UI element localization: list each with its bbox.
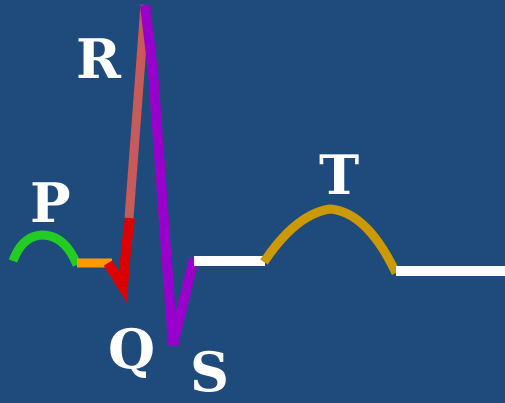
r-wave-label: R: [76, 27, 121, 91]
q-wave-segment: [103, 217, 135, 303]
r-downstroke-s-wave: [140, 4, 199, 347]
r-wave-upstroke: [124, 4, 150, 219]
s-wave-label: S: [190, 340, 229, 403]
p-wave-segment: [8, 230, 82, 267]
t-wave-segment: [260, 204, 401, 275]
q-wave-label: Q: [108, 317, 156, 381]
p-wave-label: P: [30, 171, 71, 235]
t-wave-label: T: [319, 143, 360, 207]
